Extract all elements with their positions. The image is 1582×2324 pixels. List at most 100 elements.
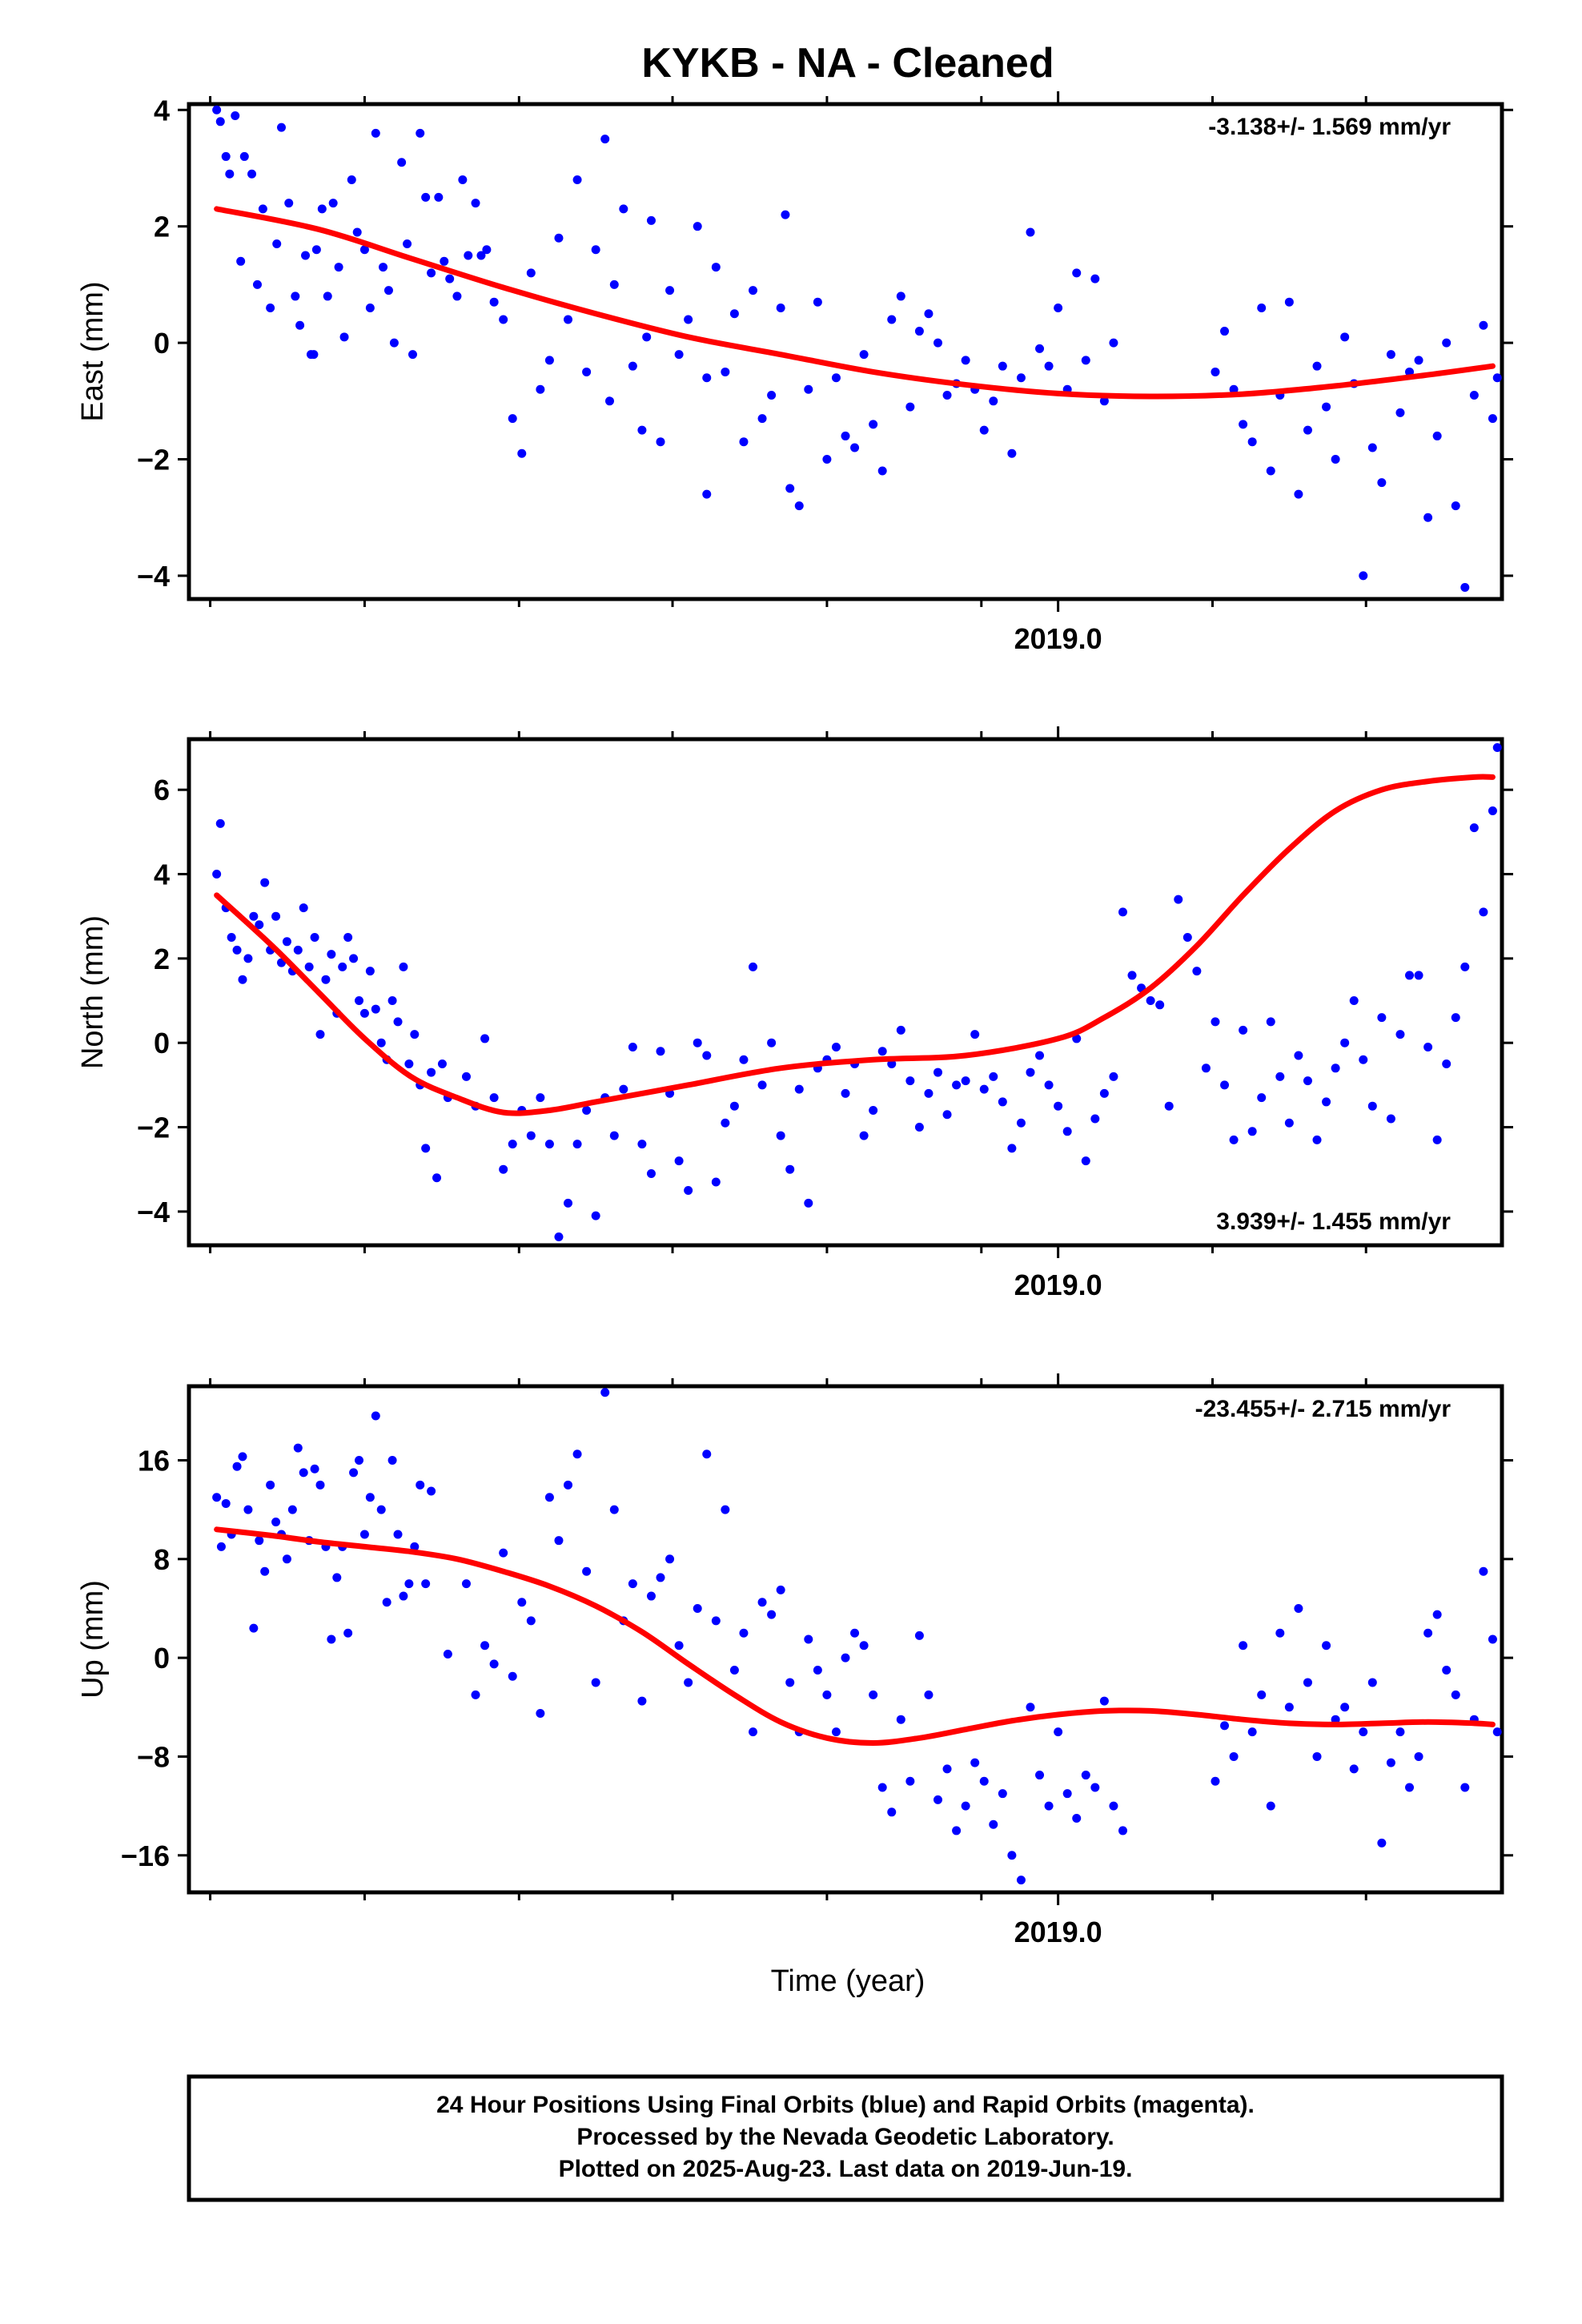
data-point bbox=[1118, 1826, 1127, 1835]
data-point bbox=[757, 1598, 767, 1607]
data-point bbox=[989, 396, 998, 406]
data-point bbox=[1220, 1721, 1230, 1731]
data-point bbox=[1460, 582, 1470, 592]
data-point bbox=[1312, 1751, 1322, 1761]
data-point bbox=[933, 1068, 942, 1077]
data-point bbox=[656, 437, 665, 447]
data-point bbox=[1395, 408, 1405, 417]
data-point bbox=[255, 1536, 264, 1546]
data-point bbox=[1451, 1690, 1460, 1699]
data-point bbox=[905, 402, 915, 412]
data-point bbox=[387, 1455, 397, 1465]
data-point bbox=[1266, 466, 1275, 476]
data-point bbox=[410, 1542, 420, 1551]
data-point bbox=[443, 1649, 452, 1659]
data-point bbox=[554, 1232, 564, 1241]
data-point bbox=[877, 466, 887, 476]
data-point bbox=[421, 1144, 431, 1153]
data-point bbox=[371, 128, 380, 138]
data-point bbox=[1247, 1127, 1257, 1136]
data-point bbox=[1081, 356, 1090, 365]
data-point bbox=[371, 1411, 380, 1421]
data-point bbox=[1414, 971, 1423, 980]
data-point bbox=[776, 1131, 785, 1140]
data-point bbox=[785, 484, 795, 493]
data-point bbox=[293, 945, 303, 955]
data-point bbox=[293, 1443, 303, 1453]
data-point bbox=[721, 367, 730, 376]
data-point bbox=[1488, 1634, 1497, 1644]
data-point bbox=[544, 356, 554, 365]
fit-curve bbox=[214, 774, 1496, 1116]
data-point bbox=[785, 1678, 795, 1687]
data-point bbox=[387, 996, 397, 1006]
data-point bbox=[1469, 823, 1479, 833]
data-point bbox=[376, 1038, 386, 1047]
data-point bbox=[1211, 367, 1220, 376]
data-point bbox=[554, 1536, 564, 1546]
footer-line: Plotted on 2025-Aug-23. Last data on 201… bbox=[559, 2156, 1133, 2182]
data-point bbox=[317, 204, 327, 214]
data-point bbox=[536, 1093, 545, 1103]
data-point bbox=[489, 1093, 499, 1103]
data-point bbox=[260, 1566, 270, 1576]
data-point bbox=[693, 222, 702, 231]
data-point bbox=[859, 1641, 869, 1651]
data-point bbox=[434, 192, 444, 202]
data-point bbox=[299, 903, 308, 913]
data-point bbox=[813, 1666, 822, 1675]
data-point bbox=[674, 350, 684, 360]
data-point bbox=[1479, 1566, 1488, 1576]
data-point bbox=[656, 1047, 665, 1056]
data-point bbox=[970, 1758, 980, 1767]
data-point bbox=[284, 199, 294, 208]
data-point bbox=[1099, 1088, 1109, 1098]
data-point bbox=[1451, 1013, 1460, 1023]
data-point bbox=[933, 1795, 942, 1804]
data-point bbox=[942, 1764, 952, 1774]
data-point bbox=[1266, 1801, 1275, 1811]
data-point bbox=[389, 338, 399, 348]
data-point bbox=[1479, 907, 1488, 917]
data-point bbox=[215, 818, 225, 828]
data-point bbox=[427, 1068, 436, 1077]
data-point bbox=[334, 263, 343, 272]
data-point bbox=[427, 268, 436, 278]
data-point bbox=[508, 414, 517, 424]
data-point bbox=[711, 1177, 721, 1187]
data-point bbox=[767, 391, 777, 400]
data-point bbox=[1395, 1030, 1405, 1039]
data-point bbox=[1127, 971, 1137, 980]
data-point bbox=[258, 204, 267, 214]
data-point bbox=[432, 1173, 442, 1183]
data-point bbox=[1109, 1801, 1118, 1811]
data-point bbox=[536, 384, 545, 394]
data-point bbox=[332, 1573, 342, 1582]
data-point bbox=[674, 1156, 684, 1166]
data-point bbox=[877, 1047, 887, 1056]
data-point bbox=[526, 1616, 536, 1626]
data-point bbox=[1492, 1727, 1502, 1737]
data-point bbox=[359, 1530, 369, 1539]
data-point bbox=[1247, 1727, 1257, 1737]
data-point bbox=[767, 1610, 777, 1619]
data-point bbox=[1035, 344, 1045, 353]
data-point bbox=[952, 1080, 962, 1090]
data-point bbox=[776, 303, 785, 312]
data-point bbox=[1492, 743, 1502, 753]
data-point bbox=[1054, 1101, 1063, 1111]
data-point bbox=[1201, 1063, 1211, 1073]
data-point bbox=[721, 1505, 730, 1514]
data-point bbox=[1423, 1042, 1433, 1051]
data-point bbox=[905, 1776, 915, 1786]
data-point bbox=[1442, 1666, 1452, 1675]
data-point bbox=[1359, 1055, 1368, 1064]
data-point bbox=[684, 315, 693, 324]
data-point bbox=[544, 1493, 554, 1502]
data-point bbox=[526, 268, 536, 278]
data-point bbox=[1395, 1727, 1405, 1737]
data-point bbox=[1062, 1789, 1072, 1799]
data-point bbox=[299, 1468, 308, 1478]
data-point bbox=[315, 1030, 325, 1039]
data-point bbox=[1405, 1783, 1415, 1792]
